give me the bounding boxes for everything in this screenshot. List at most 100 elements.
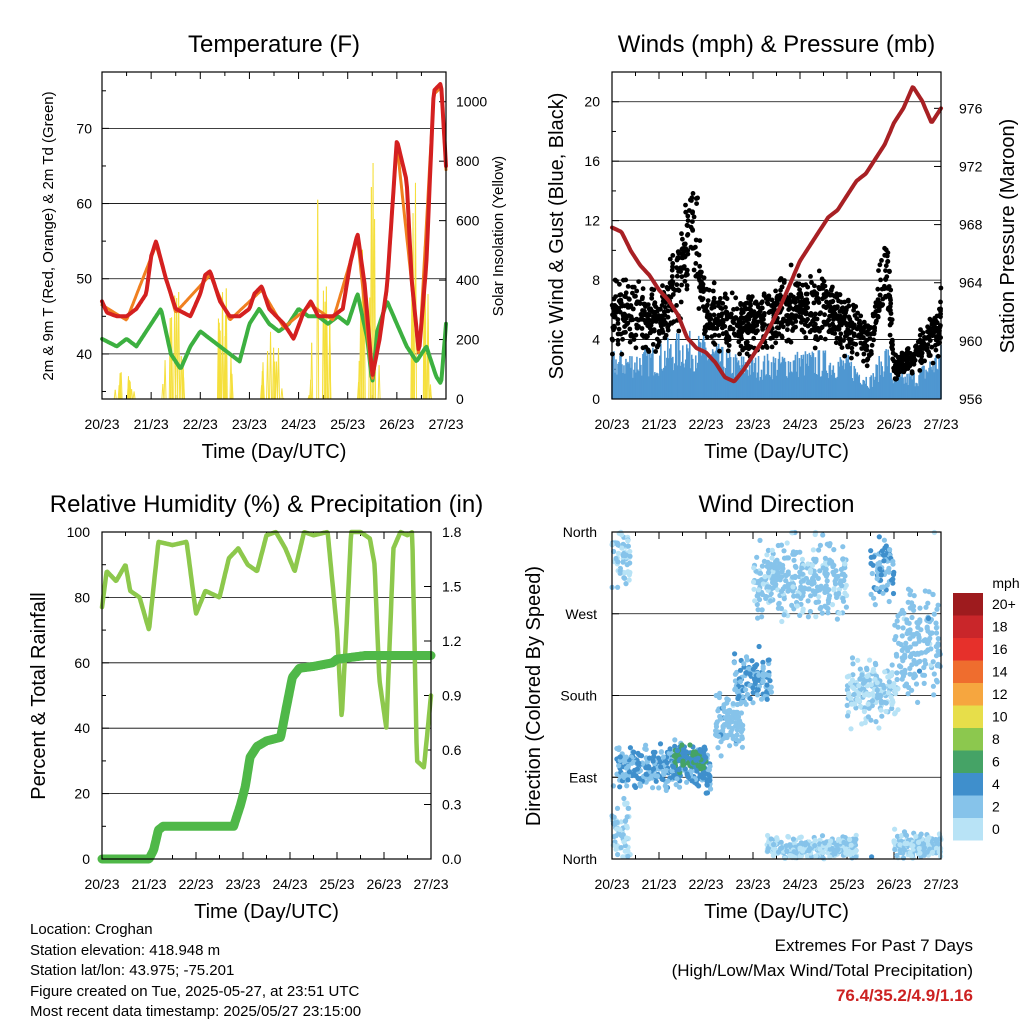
direction-point bbox=[752, 680, 758, 687]
direction-point bbox=[824, 589, 830, 595]
gust-point bbox=[811, 324, 817, 329]
direction-point bbox=[747, 695, 753, 702]
y-tick-label: South bbox=[560, 688, 597, 704]
y-right-tick-label: 0.0 bbox=[442, 851, 462, 867]
direction-point bbox=[890, 576, 896, 582]
y-right-tick-label: 0.6 bbox=[442, 742, 462, 758]
gust-point bbox=[830, 321, 835, 327]
direction-point bbox=[704, 782, 710, 788]
direction-point bbox=[890, 590, 897, 597]
direction-point bbox=[813, 853, 819, 859]
colorbar-swatch bbox=[953, 683, 983, 706]
direction-point bbox=[807, 608, 814, 615]
gust-point bbox=[616, 326, 622, 332]
direction-point bbox=[905, 586, 912, 592]
gust-point bbox=[670, 292, 676, 297]
y-right-tick-label: 976 bbox=[959, 100, 983, 116]
direction-point bbox=[843, 582, 849, 588]
figure-created: Figure created on Tue, 2025-05-27, at 23… bbox=[30, 982, 360, 1000]
direction-point bbox=[893, 691, 899, 697]
gust-point bbox=[774, 294, 780, 300]
direction-point bbox=[669, 768, 675, 774]
gust-point bbox=[909, 369, 915, 375]
x-tick-label: 23/23 bbox=[735, 416, 770, 432]
direction-point bbox=[900, 625, 906, 631]
direction-point bbox=[765, 848, 771, 854]
x-tick-label: 25/23 bbox=[829, 876, 864, 892]
direction-point bbox=[916, 668, 923, 674]
gust-point bbox=[676, 328, 682, 334]
direction-point bbox=[752, 664, 758, 670]
gust-point bbox=[808, 311, 814, 316]
gust-point bbox=[681, 241, 687, 247]
gust-point bbox=[730, 326, 736, 332]
direction-point bbox=[894, 852, 900, 859]
direction-point bbox=[930, 659, 936, 665]
y-tick-label: 0 bbox=[82, 851, 90, 867]
gust-point bbox=[652, 316, 658, 322]
gust-point bbox=[790, 328, 795, 333]
gust-point bbox=[706, 287, 712, 293]
solar-spike bbox=[222, 292, 224, 400]
gust-point bbox=[618, 300, 623, 306]
chart-title: Wind Direction bbox=[698, 491, 854, 518]
direction-point bbox=[737, 720, 744, 726]
gust-point bbox=[854, 351, 860, 357]
direction-point bbox=[780, 566, 786, 572]
gust-point bbox=[935, 353, 941, 359]
gust-point bbox=[639, 296, 645, 302]
gust-point bbox=[774, 298, 780, 304]
series-wind-direction bbox=[609, 529, 944, 862]
y-axis-label: Direction (Colored By Speed) bbox=[523, 566, 545, 826]
gust-point bbox=[914, 345, 919, 350]
direction-point bbox=[768, 591, 774, 597]
direction-point bbox=[743, 670, 750, 676]
gust-point bbox=[617, 281, 622, 287]
gust-point bbox=[802, 302, 808, 308]
direction-point bbox=[907, 850, 913, 856]
gust-point bbox=[887, 322, 893, 328]
gust-point bbox=[622, 317, 627, 323]
direction-point bbox=[905, 648, 911, 654]
solar-spike bbox=[127, 379, 130, 400]
colorbar-swatch bbox=[953, 750, 983, 773]
gust-point bbox=[662, 312, 668, 318]
direction-point bbox=[890, 699, 896, 705]
gust-point bbox=[929, 344, 935, 350]
direction-point bbox=[615, 550, 622, 556]
gust-point bbox=[769, 344, 775, 350]
extremes-box: Extremes For Past 7 Days (High/Low/Max W… bbox=[672, 933, 973, 1008]
gust-point bbox=[883, 294, 889, 300]
gust-point bbox=[917, 332, 923, 338]
colorbar-title: mph bbox=[992, 575, 1019, 591]
gust-point bbox=[720, 325, 725, 331]
direction-point bbox=[890, 561, 896, 567]
direction-point bbox=[907, 671, 913, 677]
direction-point bbox=[646, 755, 653, 761]
gust-point bbox=[905, 366, 911, 371]
direction-point bbox=[929, 849, 936, 855]
direction-point bbox=[631, 749, 637, 755]
gust-point bbox=[694, 251, 700, 256]
direction-point bbox=[865, 701, 871, 707]
direction-point bbox=[884, 568, 891, 575]
direction-point bbox=[718, 739, 724, 745]
direction-point bbox=[760, 659, 766, 666]
gust-point bbox=[740, 302, 746, 308]
gust-point bbox=[736, 329, 742, 334]
y-tick-label: West bbox=[565, 606, 597, 622]
gust-point bbox=[869, 351, 874, 357]
gust-point bbox=[710, 322, 716, 327]
direction-point bbox=[797, 549, 803, 555]
x-tick-label: 23/23 bbox=[232, 416, 267, 432]
direction-point bbox=[657, 741, 664, 747]
direction-point bbox=[925, 615, 932, 622]
gust-point bbox=[887, 269, 892, 275]
solar-spike bbox=[225, 315, 228, 400]
direction-point bbox=[661, 770, 667, 776]
direction-point bbox=[624, 835, 630, 841]
direction-point bbox=[924, 624, 930, 630]
direction-point bbox=[727, 709, 733, 715]
gust-point bbox=[674, 265, 679, 271]
gust-point bbox=[752, 300, 758, 306]
